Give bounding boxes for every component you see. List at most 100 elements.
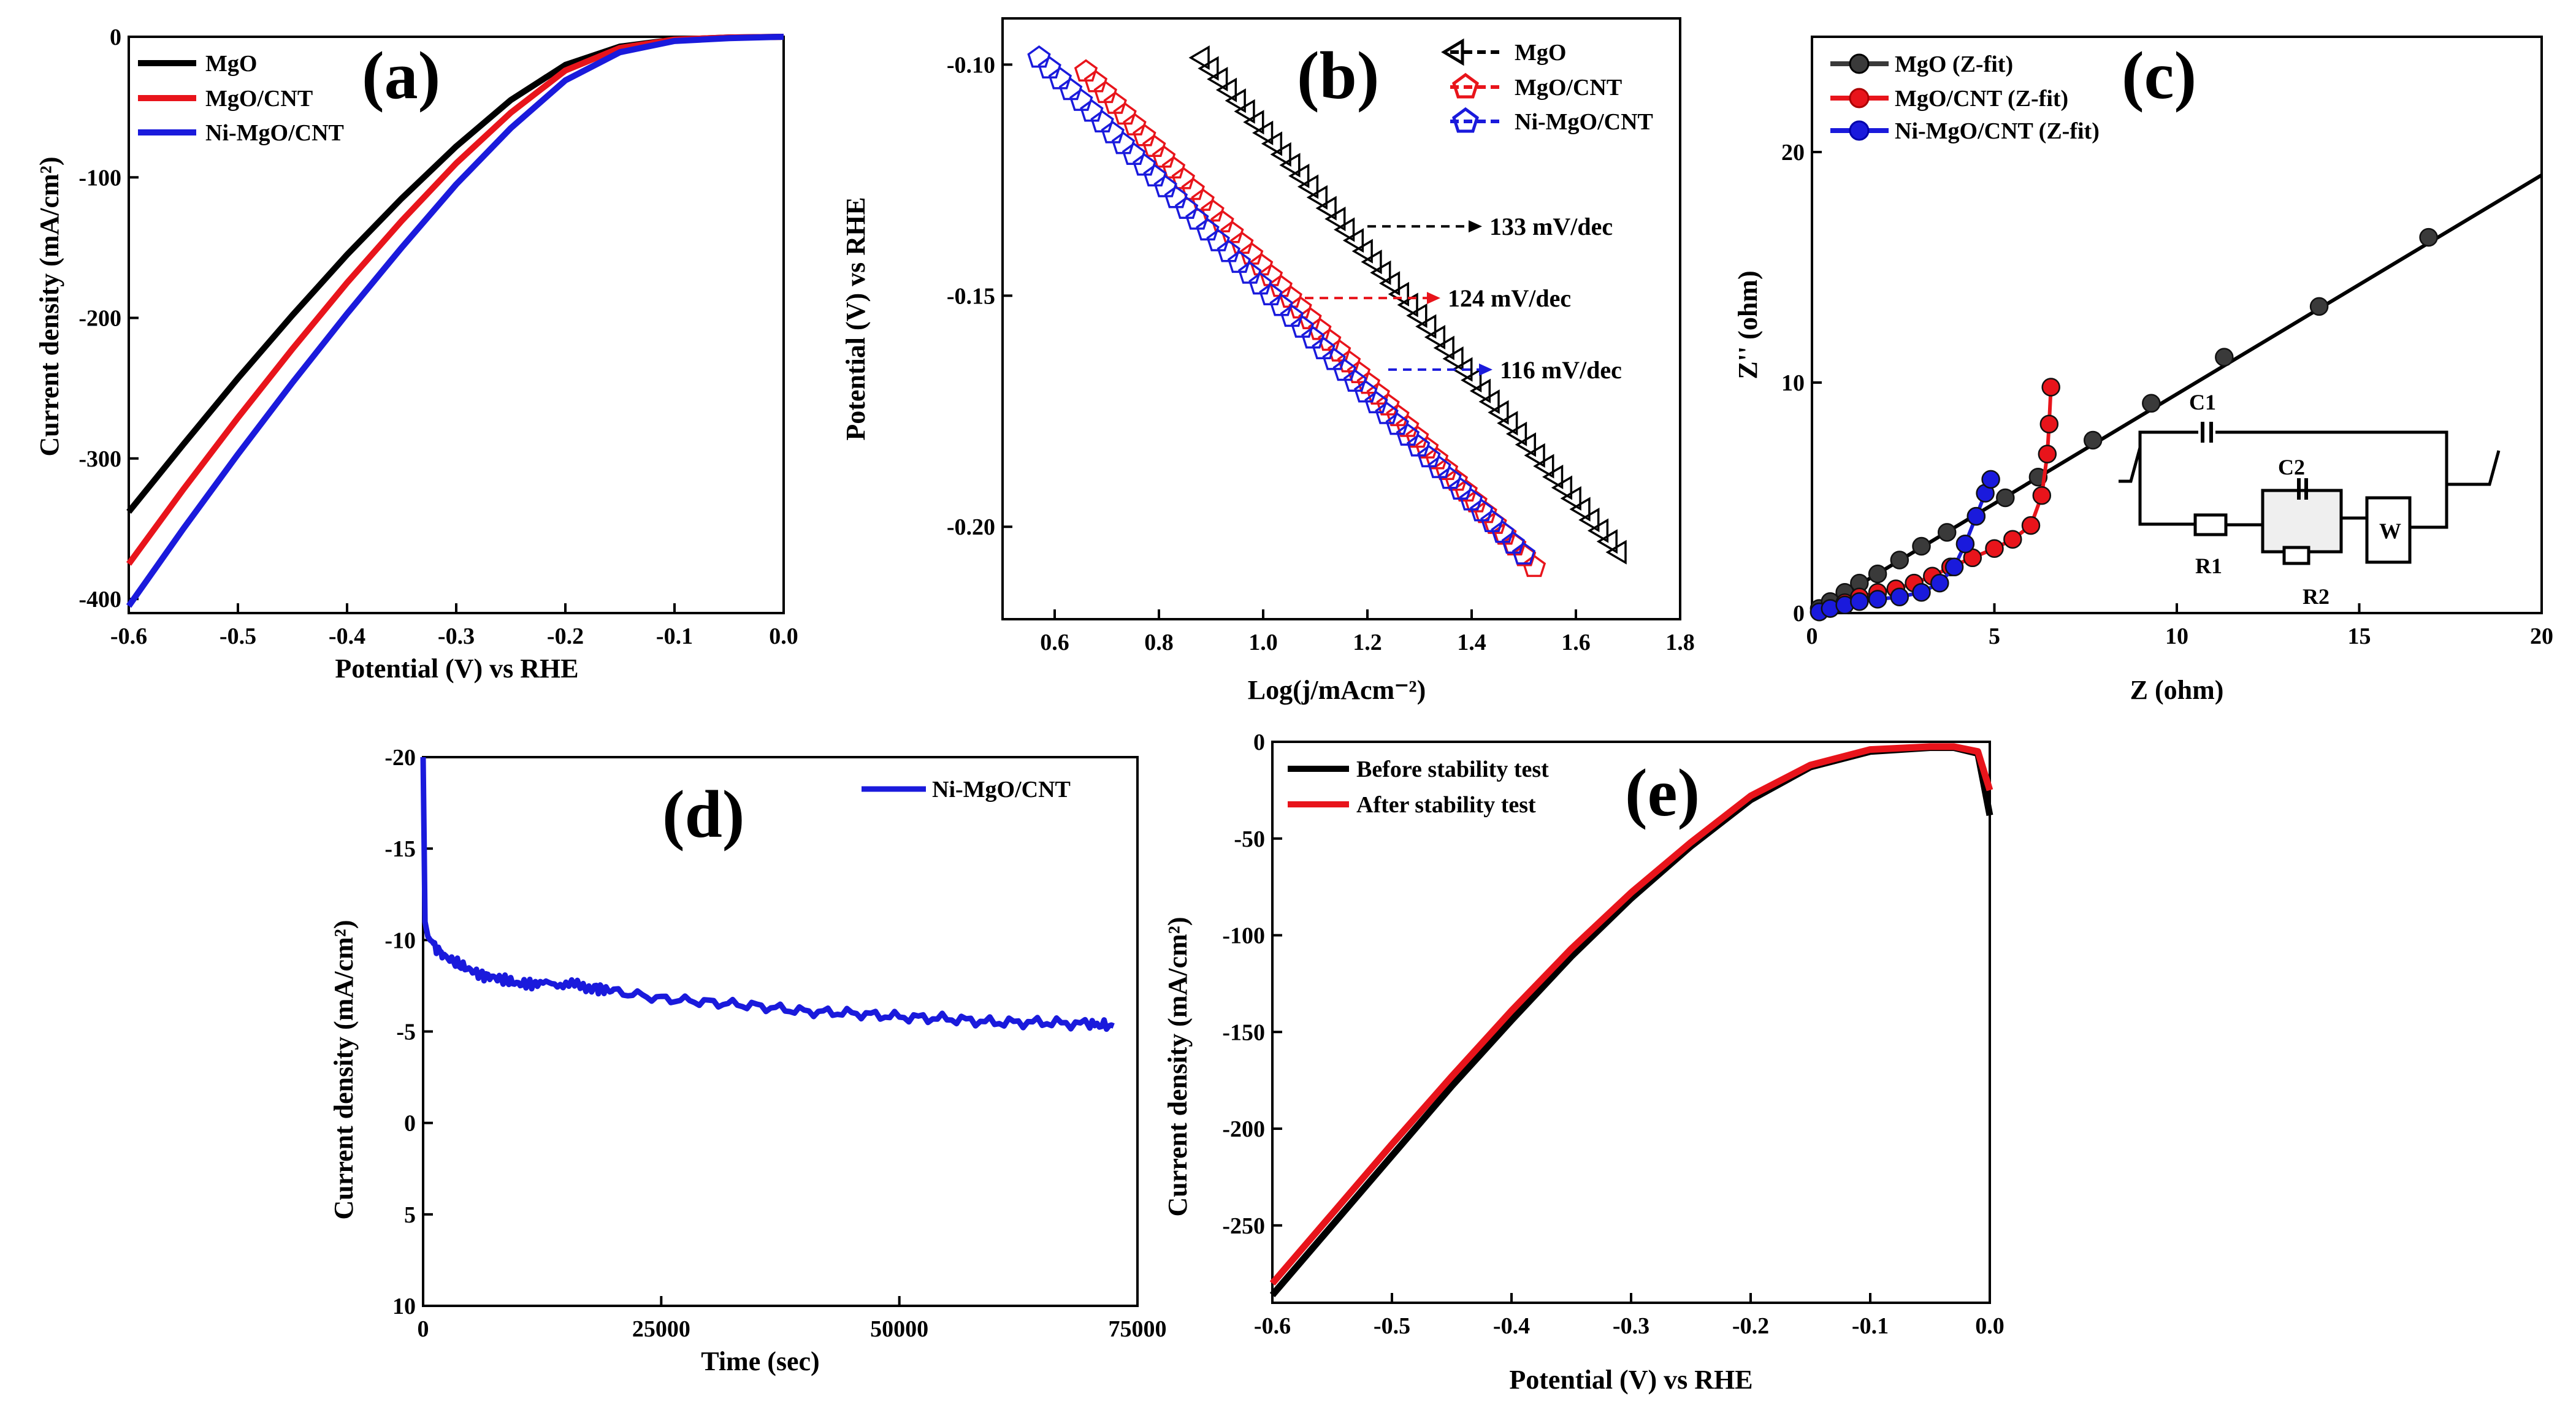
legend-a-label-mgo: MgO	[205, 51, 257, 77]
ylabel-d: Current density (mA/cm²)	[329, 920, 359, 1220]
point-c-0-7	[1937, 523, 1957, 542]
point-c-1-12	[2021, 516, 2041, 535]
xtick-label-e-1: -0.5	[1374, 1313, 1410, 1339]
panel-label-e: (e)	[1625, 755, 1700, 830]
point-b-0-19	[1361, 250, 1382, 275]
legend-d-label: Ni-MgO/CNT	[932, 777, 1071, 803]
chart-c: 0 5 10 15 20 0 10 20	[1781, 36, 2553, 649]
point-b-0-33	[1488, 400, 1509, 425]
point-c-0-5	[1890, 551, 1909, 570]
xtick-label-b-6: 1.8	[1665, 630, 1695, 655]
point-b-0-12	[1297, 174, 1319, 199]
xtick-label-e-0: -0.6	[1254, 1313, 1291, 1339]
ytick-label-e-4: -200	[1222, 1116, 1265, 1142]
xtick-label-c-2: 10	[2165, 623, 2188, 649]
xtick-label-a-3: -0.3	[438, 623, 475, 649]
point-b-0-8	[1261, 131, 1283, 156]
point-c-0-15	[2419, 227, 2438, 247]
point-b-0-42	[1569, 497, 1591, 522]
chart-d: 0 25000 50000 75000 -20 -15 -10 -5 0 5 10	[384, 745, 1166, 1342]
circuit-wire-top-right	[2215, 430, 2448, 529]
point-b-0-40	[1551, 475, 1573, 500]
ylabel-e: Current density (mA/cm²)	[1163, 917, 1193, 1217]
circuit-label-c2: C2	[2278, 455, 2305, 479]
legend-b: MgO MgO/CNT Ni-MgO/CNT	[1441, 38, 1653, 135]
series-a-2	[126, 34, 784, 608]
point-b-0-41	[1560, 486, 1581, 511]
xtick-label-a-0: -0.6	[110, 623, 147, 649]
point-c-2-3	[1850, 592, 1869, 611]
ylabel-b: Potential (V) vs RHE	[841, 197, 871, 440]
legend-c-label-ni-mgo-cnt: Ni-MgO/CNT (Z-fit)	[1895, 118, 2100, 144]
xtick-label-d-2: 50000	[870, 1316, 928, 1342]
panel-label-b: (b)	[1297, 38, 1379, 113]
xtick-label-d-1: 25000	[632, 1316, 690, 1342]
circuit-diagram: C1 C2 R1 R2 W	[2119, 390, 2501, 609]
point-b-1-46	[1522, 554, 1546, 578]
point-c-2-10	[1966, 506, 1986, 526]
xlabel-a: Potential (V) vs RHE	[335, 654, 578, 684]
xtick-label-e-3: -0.3	[1613, 1313, 1649, 1339]
point-c-0-12	[2142, 394, 2161, 413]
xtick-label-c-3: 15	[2348, 623, 2371, 649]
xlabel-c: Z (ohm)	[2130, 675, 2224, 705]
point-b-0-32	[1478, 389, 1500, 414]
circuit-label-r2: R2	[2303, 584, 2329, 609]
ytick-label-d-1: -15	[384, 836, 416, 862]
point-b-0-5	[1234, 99, 1255, 124]
point-b-0-26	[1424, 324, 1446, 350]
legend-c-marker-ni-mgo-cnt	[1849, 120, 1870, 141]
ylabel-a: Current density (mA/cm²)	[34, 157, 64, 457]
point-b-0-45	[1596, 529, 1618, 554]
legend-b-marker-mgo	[1441, 38, 1464, 66]
point-c-1-15	[2039, 414, 2059, 433]
ytick-label-e-3: -150	[1222, 1020, 1265, 1045]
ytick-label-b-2: -0.20	[947, 514, 995, 540]
circuit-r1	[2193, 513, 2228, 536]
point-c-2-8	[1944, 557, 1964, 577]
point-c-1-13	[2032, 486, 2052, 505]
xtick-label-b-2: 1.0	[1248, 630, 1278, 655]
point-b-0-29	[1451, 357, 1473, 382]
xtick-label-e-4: -0.2	[1732, 1313, 1769, 1339]
series-c-2	[1810, 470, 2000, 622]
xtick-label-a-1: -0.5	[220, 623, 256, 649]
ytick-label-b-1: -0.15	[947, 283, 995, 309]
point-b-0-14	[1315, 196, 1337, 221]
xtick-label-a-5: -0.1	[656, 623, 693, 649]
annot-b-text-1: 124 mV/dec	[1448, 284, 1571, 312]
point-c-1-14	[2038, 444, 2057, 463]
annot-b-arrow-2	[1479, 363, 1492, 376]
ytick-label-d-2: -10	[384, 928, 416, 953]
panel-label-c: (c)	[2122, 38, 2196, 113]
point-b-0-34	[1497, 411, 1518, 436]
xtick-label-b-0: 0.6	[1040, 630, 1069, 655]
point-c-2-12	[1981, 470, 2000, 489]
ytick-label-b-0: -0.10	[947, 52, 995, 78]
ytick-label-d-6: 10	[392, 1294, 416, 1319]
ylabel-c: Z'' (ohm)	[1733, 270, 1763, 379]
annot-b-text-2: 116 mV/dec	[1500, 356, 1622, 384]
legend-c-label-mgo-cnt: MgO/CNT (Z-fit)	[1895, 86, 2068, 112]
point-b-0-17	[1342, 228, 1364, 253]
series-b-2	[1027, 45, 1536, 565]
point-b-0-2	[1207, 67, 1228, 92]
ytick-label-a-3: -300	[78, 446, 121, 472]
point-b-0-1	[1198, 56, 1219, 81]
point-b-0-13	[1306, 185, 1328, 210]
legend-c: MgO (Z-fit) MgO/CNT (Z-fit) Ni-MgO/CNT (…	[1830, 51, 2100, 144]
point-b-0-39	[1542, 464, 1564, 489]
point-b-0-3	[1215, 77, 1237, 102]
panel-label-a: (a)	[362, 38, 440, 113]
xtick-label-a-2: -0.4	[329, 623, 365, 649]
point-b-0-18	[1351, 238, 1373, 264]
legend-c-label-mgo: MgO (Z-fit)	[1895, 51, 2013, 77]
legend-b-label-mgo: MgO	[1515, 40, 1566, 66]
ytick-label-c-0: 0	[1793, 601, 1805, 627]
point-b-0-37	[1524, 443, 1545, 468]
legend-c-marker-mgo	[1849, 53, 1870, 74]
point-b-0-11	[1288, 163, 1310, 189]
ytick-label-a-4: -400	[78, 587, 121, 612]
legend-e-label-after: After stability test	[1356, 792, 1536, 818]
